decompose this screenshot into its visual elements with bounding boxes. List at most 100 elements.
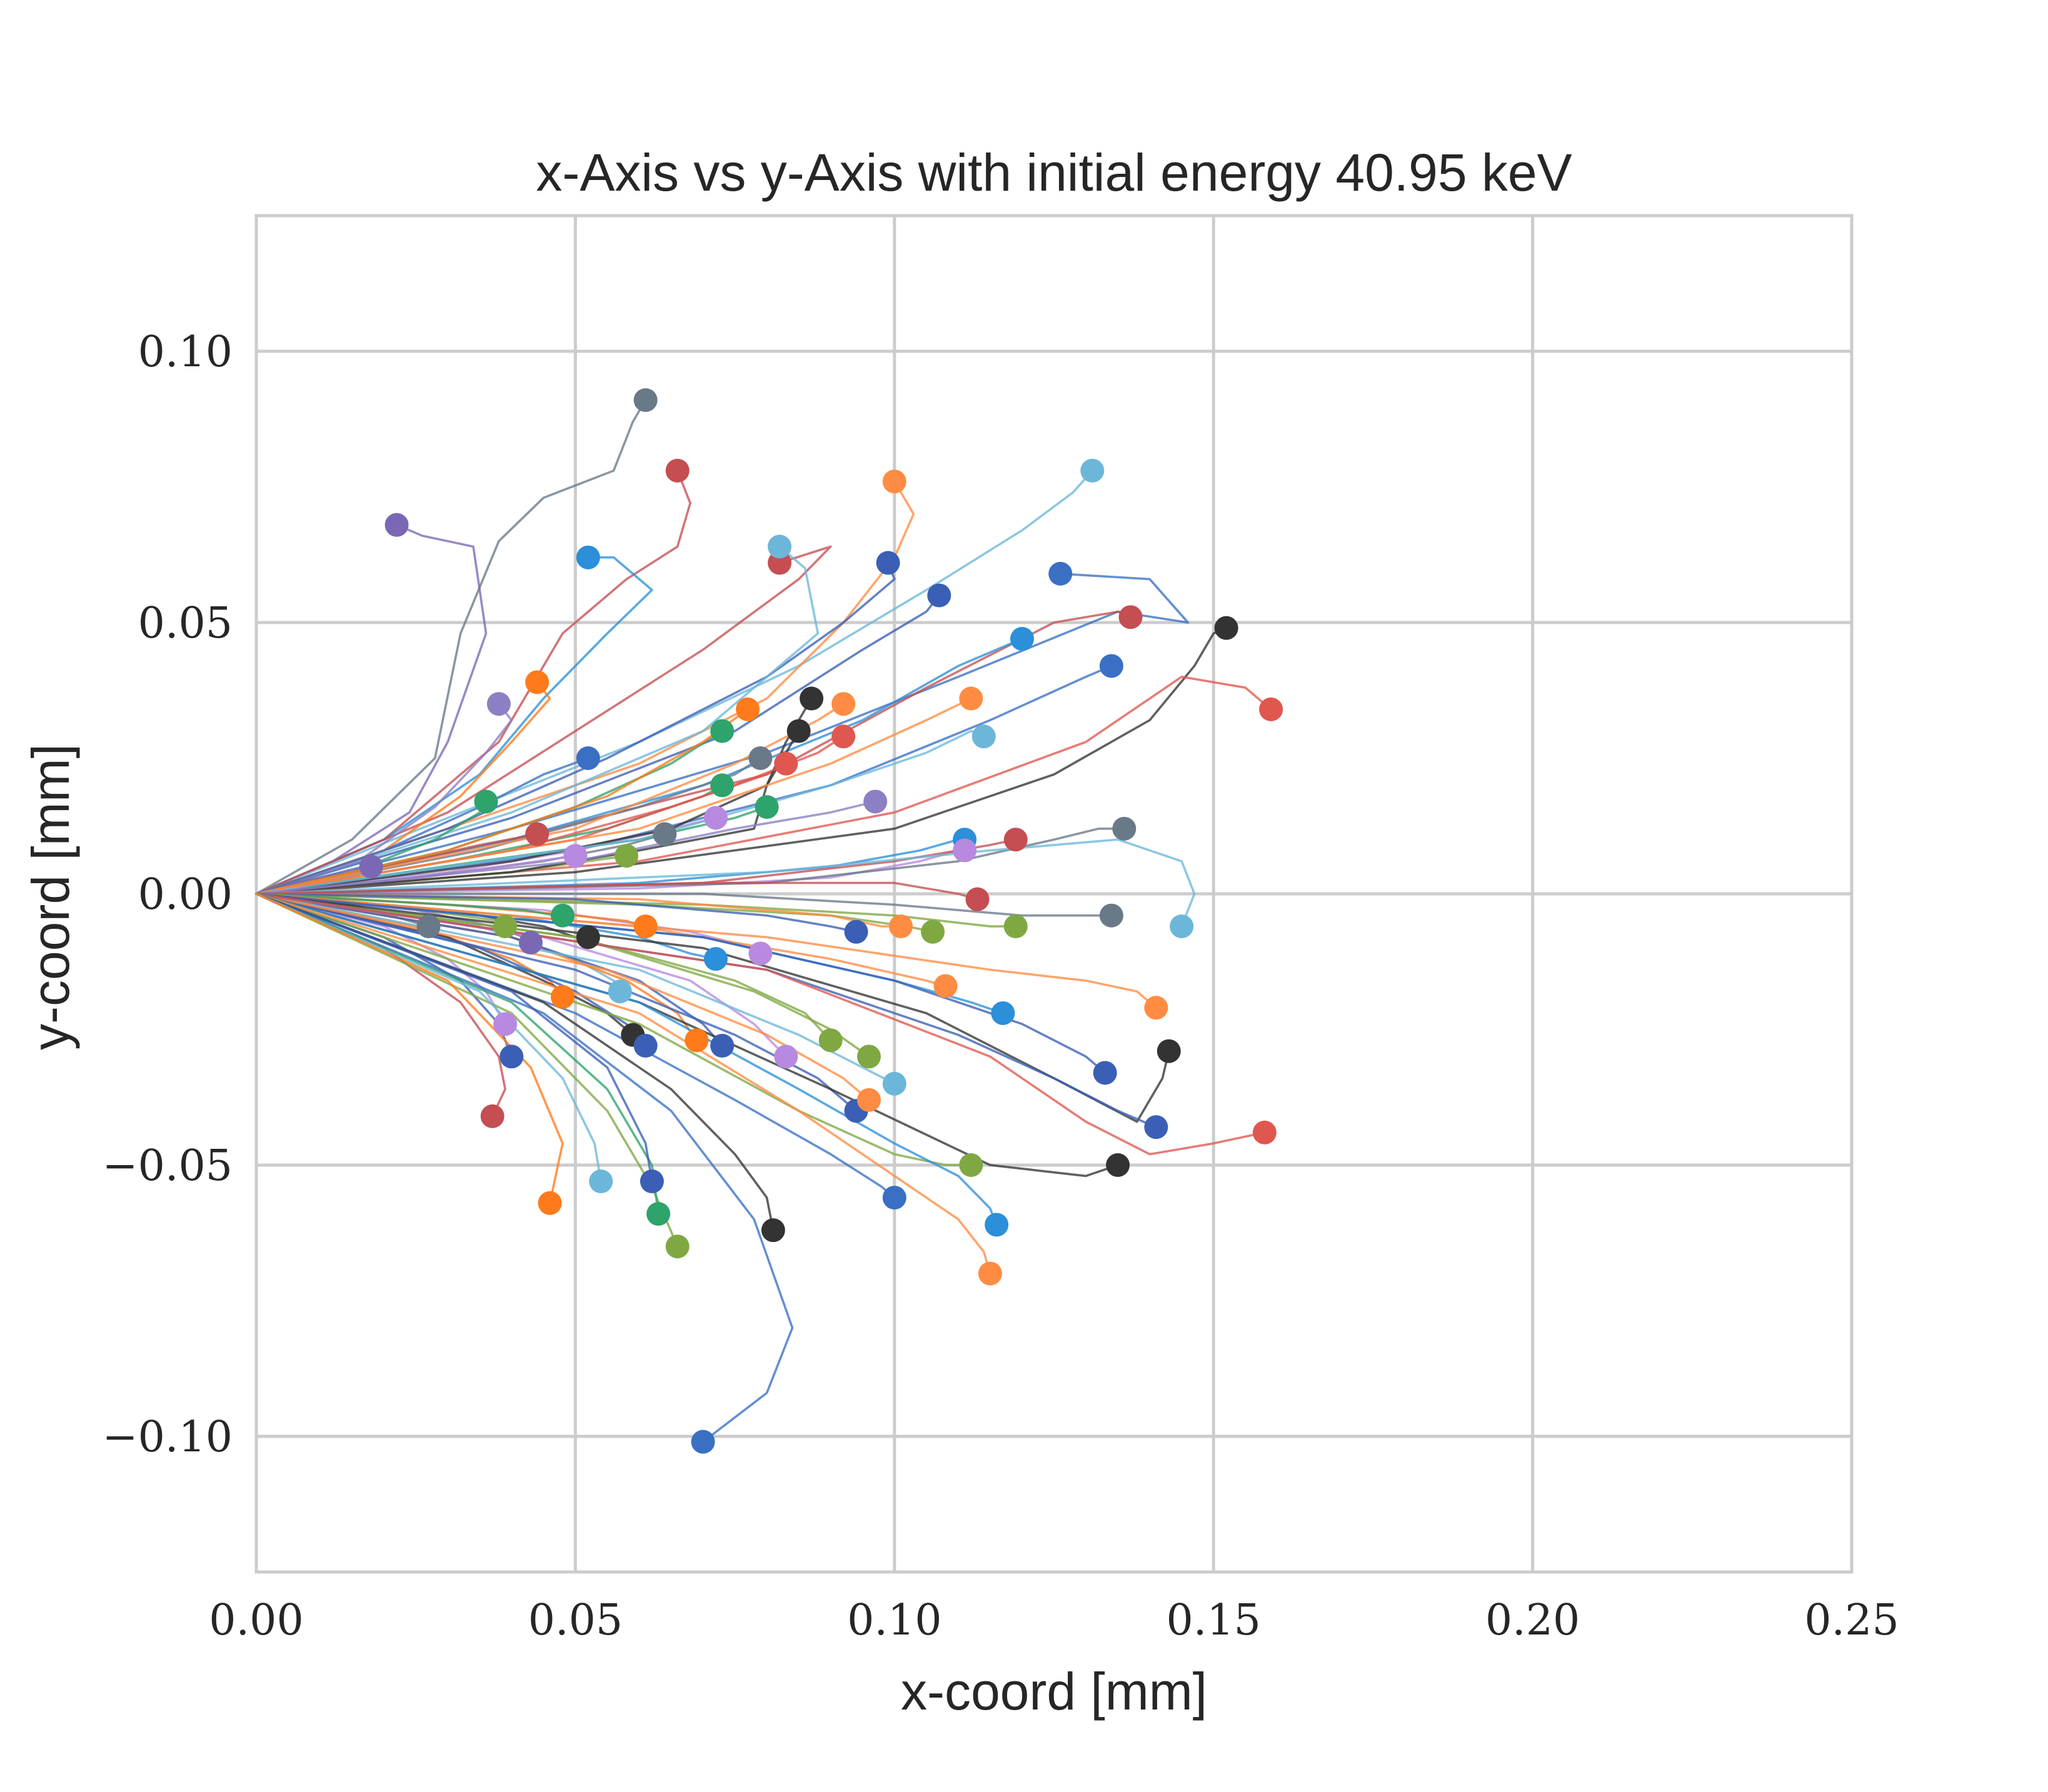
track-14-line	[255, 664, 1113, 895]
track-44-line	[255, 838, 1196, 928]
track-67-endpoint	[710, 1034, 735, 1058]
track-84-line	[255, 893, 991, 1275]
track-26-endpoint	[703, 806, 728, 830]
track-35-line	[255, 703, 845, 895]
track-15-endpoint	[1214, 616, 1238, 640]
track-61-endpoint	[493, 1012, 518, 1036]
track-86-endpoint	[761, 1218, 785, 1243]
track-36-endpoint	[831, 724, 856, 749]
track-43-endpoint	[1112, 816, 1137, 841]
track-4-line	[255, 556, 653, 895]
track-27-endpoint	[653, 822, 677, 846]
track-84-endpoint	[978, 1261, 1002, 1286]
track-7-endpoint	[876, 551, 900, 575]
track-20-endpoint	[474, 789, 498, 814]
track-3-line	[255, 469, 691, 895]
track-91-line	[255, 893, 603, 1183]
track-50-endpoint	[844, 919, 868, 944]
track-92-line	[255, 893, 564, 1204]
track-6-endpoint	[882, 469, 906, 494]
track-80-endpoint	[1252, 1120, 1277, 1144]
x-axis-label: x-coord [mm]	[901, 1662, 1207, 1721]
y-axis-label: y-coord [mm]	[21, 744, 80, 1050]
track-65-endpoint	[633, 1034, 658, 1058]
track-34-endpoint	[786, 719, 811, 743]
track-13-endpoint	[1010, 627, 1034, 651]
track-73-line	[255, 893, 1158, 1009]
track-8-line	[255, 545, 832, 895]
track-5-endpoint	[1080, 458, 1105, 483]
track-22-endpoint	[525, 822, 550, 846]
track-47-endpoint	[1003, 914, 1028, 939]
x-tick-label: 0.10	[847, 1596, 941, 1645]
track-83-endpoint	[985, 1213, 1009, 1237]
track-4-endpoint	[576, 545, 600, 569]
track-90-line	[255, 893, 653, 1183]
track-87-line	[255, 893, 794, 1443]
track-16-endpoint	[1259, 697, 1283, 721]
track-78-line	[255, 893, 870, 1101]
track-81-endpoint	[1106, 1153, 1130, 1177]
track-62-endpoint	[499, 1044, 524, 1069]
track-56-endpoint	[518, 931, 543, 955]
track-37-line	[255, 697, 973, 895]
track-11-line	[255, 594, 941, 895]
track-53-endpoint	[633, 914, 658, 939]
y-tick-label: 0.05	[138, 599, 233, 648]
x-tick-label: 0.25	[1804, 1596, 1899, 1645]
track-58-endpoint	[416, 914, 441, 939]
track-59-endpoint	[550, 984, 575, 1009]
track-1-endpoint	[384, 513, 409, 537]
track-74-endpoint	[1157, 1039, 1181, 1063]
chart-title: x-Axis vs y-Axis with initial energy 40.…	[536, 143, 1572, 202]
y-tick-label: −0.05	[103, 1141, 233, 1191]
track-45-line	[255, 893, 1113, 917]
track-47-line	[255, 893, 1017, 928]
track-11-endpoint	[927, 583, 951, 608]
track-38-endpoint	[971, 724, 996, 749]
track-46-line	[255, 881, 979, 901]
track-2-line	[255, 399, 647, 895]
track-75-line	[255, 893, 1107, 1074]
track-10-endpoint	[1048, 561, 1073, 586]
track-50-line	[255, 893, 858, 933]
track-2-endpoint	[633, 388, 658, 413]
track-8-endpoint	[768, 551, 792, 575]
x-tick-label: 0.05	[528, 1596, 623, 1645]
track-24-endpoint	[736, 697, 760, 721]
track-21-endpoint	[359, 854, 383, 879]
track-31-endpoint	[748, 746, 773, 770]
track-64-line	[255, 893, 635, 1036]
track-45-endpoint	[1099, 903, 1123, 928]
track-68-endpoint	[774, 1044, 798, 1069]
x-tick-label: 0.00	[209, 1596, 303, 1645]
track-66-endpoint	[685, 1028, 709, 1053]
tick-labels: 0.00 0.05 0.10 0.15 0.20 0.25 −0.10 −0.05 0.00 0.…	[103, 328, 1899, 1645]
track-32-endpoint	[774, 751, 798, 776]
track-69-endpoint	[818, 1028, 843, 1053]
track-85-endpoint	[882, 1186, 906, 1210]
track-9-endpoint	[768, 534, 792, 559]
track-52-endpoint	[703, 947, 728, 971]
track-46-endpoint	[965, 887, 990, 911]
track-76-line	[255, 893, 896, 1085]
track-42-endpoint	[1003, 828, 1028, 852]
x-tick-label: 0.20	[1485, 1596, 1580, 1645]
track-89-endpoint	[646, 1202, 671, 1226]
track-3-endpoint	[665, 458, 690, 483]
track-92-endpoint	[538, 1191, 562, 1215]
y-tick-label: −0.10	[103, 1413, 233, 1462]
track-63-line	[255, 893, 506, 1118]
track-23-endpoint	[710, 719, 735, 743]
track-29-endpoint	[563, 844, 588, 868]
track-39-endpoint	[863, 789, 888, 814]
track-43-line	[255, 828, 1126, 895]
track-57-endpoint	[550, 903, 575, 928]
track-87-endpoint	[691, 1429, 715, 1454]
track-17-endpoint	[486, 692, 511, 716]
track-83-line	[255, 893, 998, 1226]
track-12-endpoint	[1118, 605, 1143, 629]
track-31-line	[255, 757, 762, 895]
track-19-endpoint	[576, 746, 600, 770]
